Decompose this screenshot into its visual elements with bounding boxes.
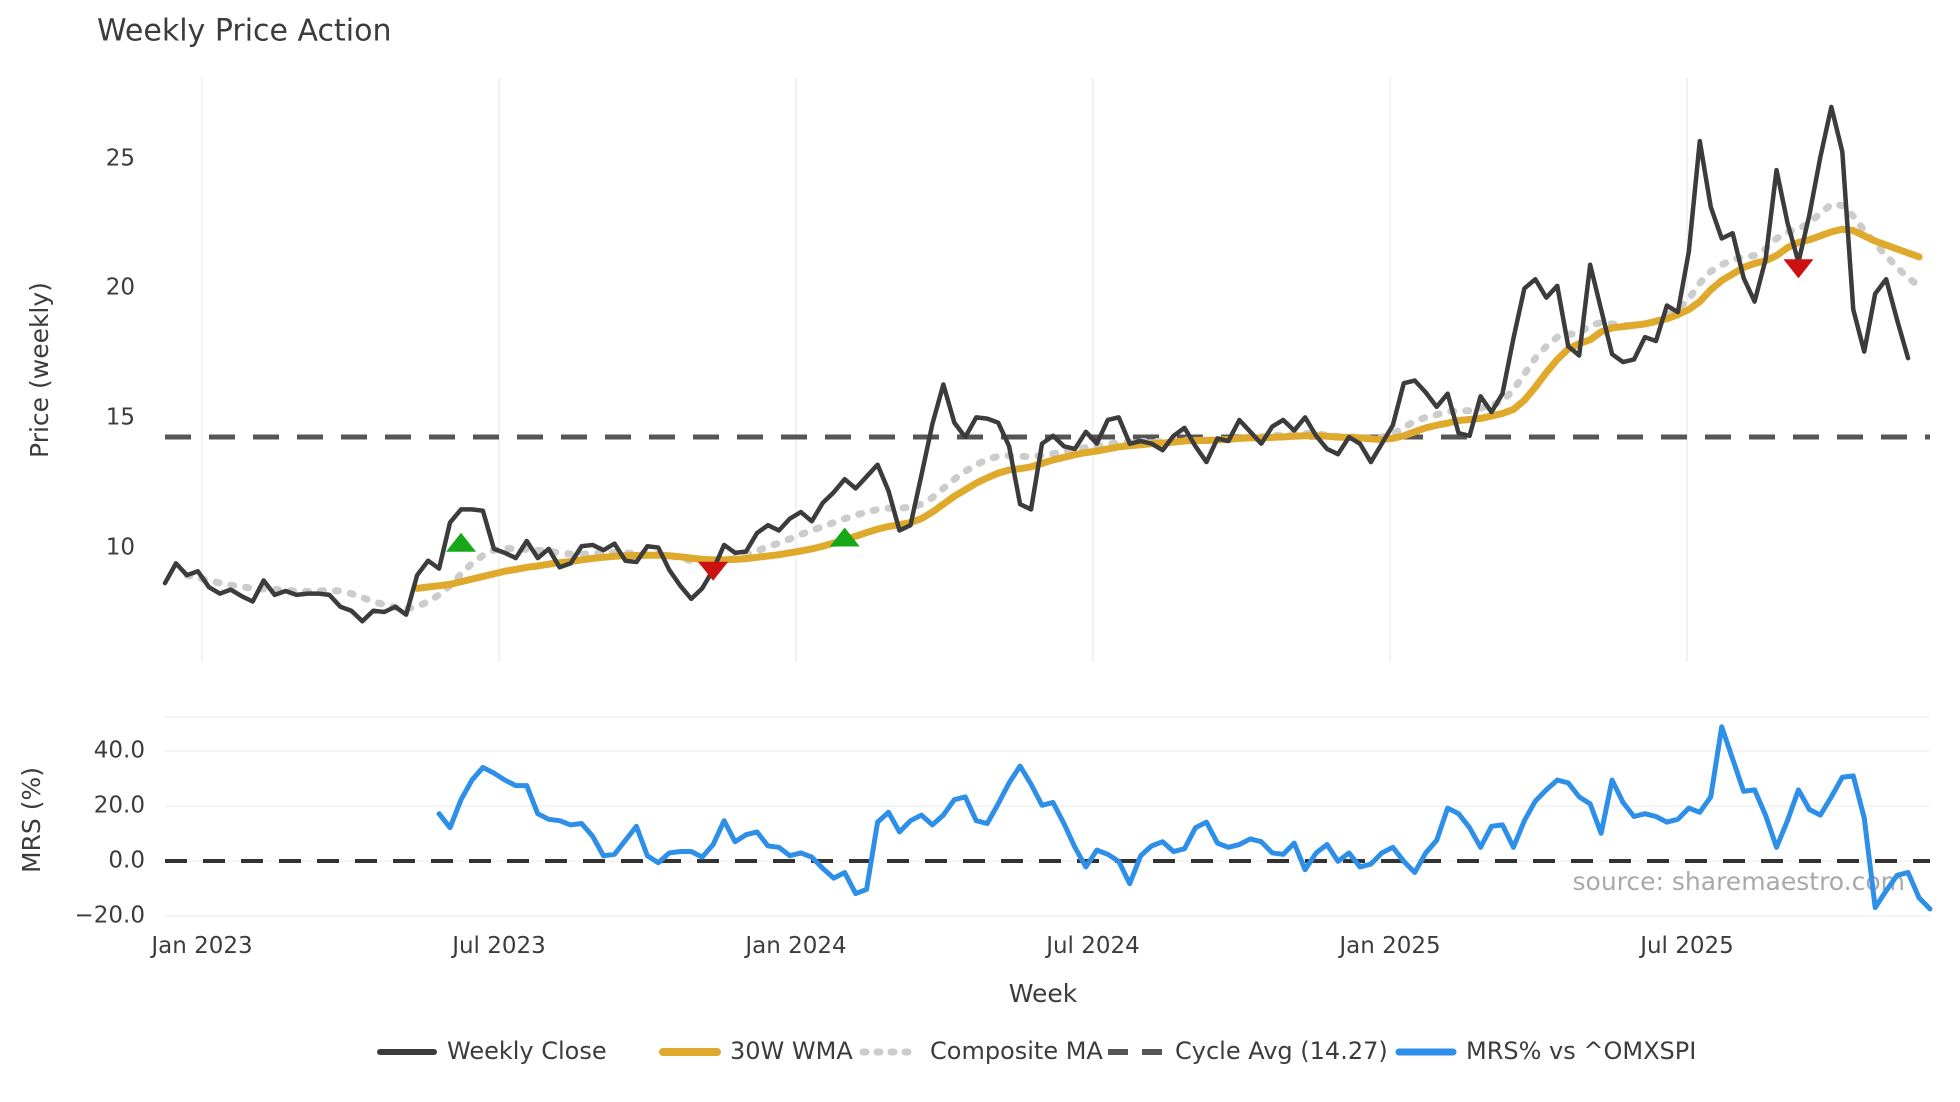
legend-item-weekly-close[interactable]: Weekly Close [377,1037,607,1065]
price-y-tick-20: 20 [106,275,135,301]
mrs-y-ticks: 40.0 20.0 0.0 −20.0 [75,738,145,929]
chart-legend: Weekly Close 30W WMA Composite MA Cycle … [377,1037,1696,1065]
x-tick-jan-2024: Jan 2024 [743,933,846,959]
price-gridlines-vertical [201,78,1688,662]
x-axis: Jan 2023 Jul 2023 Jan 2024 Jul 2024 Jan … [149,933,1733,1008]
legend-label-weekly-close: Weekly Close [447,1037,607,1065]
source-watermark: source: sharemaestro.com [1573,867,1906,896]
mrs-y-tick-40: 40.0 [94,738,145,764]
x-tick-jul-2024: Jul 2024 [1044,933,1140,959]
legend-item-wma[interactable]: 30W WMA [659,1037,853,1065]
legend-label-wma: 30W WMA [730,1037,853,1065]
sell-signal-marker [698,561,729,581]
legend-label-mrs: MRS% vs ^OMXSPI [1466,1037,1696,1065]
x-tick-jul-2023: Jul 2023 [450,933,546,959]
price-y-ticks: 25 20 15 10 [106,146,135,561]
x-tick-jan-2023: Jan 2023 [149,933,252,959]
price-y-tick-25: 25 [106,146,135,172]
price-y-axis-label: Price (weekly) [25,282,54,458]
legend-item-cycle-avg[interactable]: Cycle Avg (14.27) [1108,1037,1388,1065]
buy-signal-marker [829,527,860,547]
buy-signal-marker [445,532,476,552]
chart-title: Weekly Price Action [97,14,392,49]
legend-item-mrs[interactable]: MRS% vs ^OMXSPI [1395,1037,1696,1065]
mrs-y-axis-label: MRS (%) [17,767,46,873]
price-y-tick-10: 10 [106,535,135,561]
x-tick-jan-2025: Jan 2025 [1337,933,1440,959]
legend-label-cycle-avg: Cycle Avg (14.27) [1175,1037,1388,1065]
price-panel: 25 20 15 10 Price (weekly) [25,78,1930,662]
mrs-line [436,724,1933,912]
mrs-y-tick-neg20: −20.0 [75,903,145,929]
x-tick-jul-2025: Jul 2025 [1638,933,1734,959]
price-y-tick-15: 15 [106,405,135,431]
mrs-y-tick-0: 0.0 [108,848,145,874]
weekly-close-line [162,104,1911,624]
legend-label-composite-ma: Composite MA [930,1037,1103,1065]
signal-markers [445,259,1814,581]
sell-signal-marker [1783,259,1814,279]
x-axis-label: Week [1009,979,1078,1008]
mrs-y-tick-20: 20.0 [94,793,145,819]
mrs-panel: 40.0 20.0 0.0 −20.0 MRS (%) source: shar… [17,716,1933,929]
legend-item-composite-ma[interactable]: Composite MA [859,1037,1103,1065]
